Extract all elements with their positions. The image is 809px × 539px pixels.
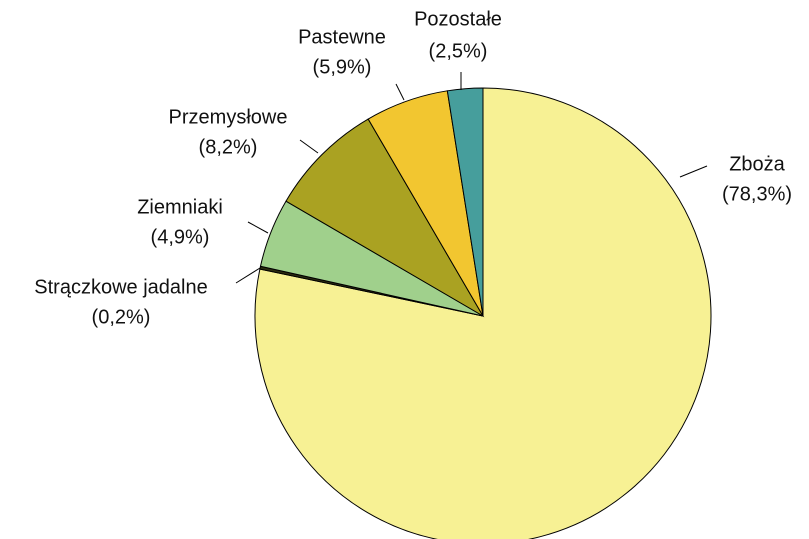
slice-value-label: (2,5%) — [429, 40, 488, 62]
slice-label: Strączkowe jadalne — [34, 276, 207, 298]
leader-line — [235, 267, 261, 284]
slice-label: Przemysłowe — [169, 106, 288, 128]
slice-label: Ziemniaki — [137, 196, 223, 218]
pie-slice — [446, 87, 484, 317]
slice-label: Pastewne — [298, 26, 386, 48]
slice-value-label: (78,3%) — [722, 183, 792, 205]
slice-label: Zboża — [729, 153, 785, 175]
pie-slice — [254, 87, 712, 539]
leader-line — [299, 139, 319, 154]
leader-line — [247, 221, 269, 234]
slice-value-label: (8,2%) — [199, 136, 258, 158]
slice-label: Pozostałe — [414, 8, 502, 30]
slice-value-label: (5,9%) — [313, 56, 372, 78]
leader-line — [679, 165, 708, 178]
pie-slice — [285, 118, 485, 318]
slice-value-label: (0,2%) — [92, 306, 151, 328]
leader-line — [395, 83, 405, 101]
slice-value-label: (4,9%) — [151, 226, 210, 248]
